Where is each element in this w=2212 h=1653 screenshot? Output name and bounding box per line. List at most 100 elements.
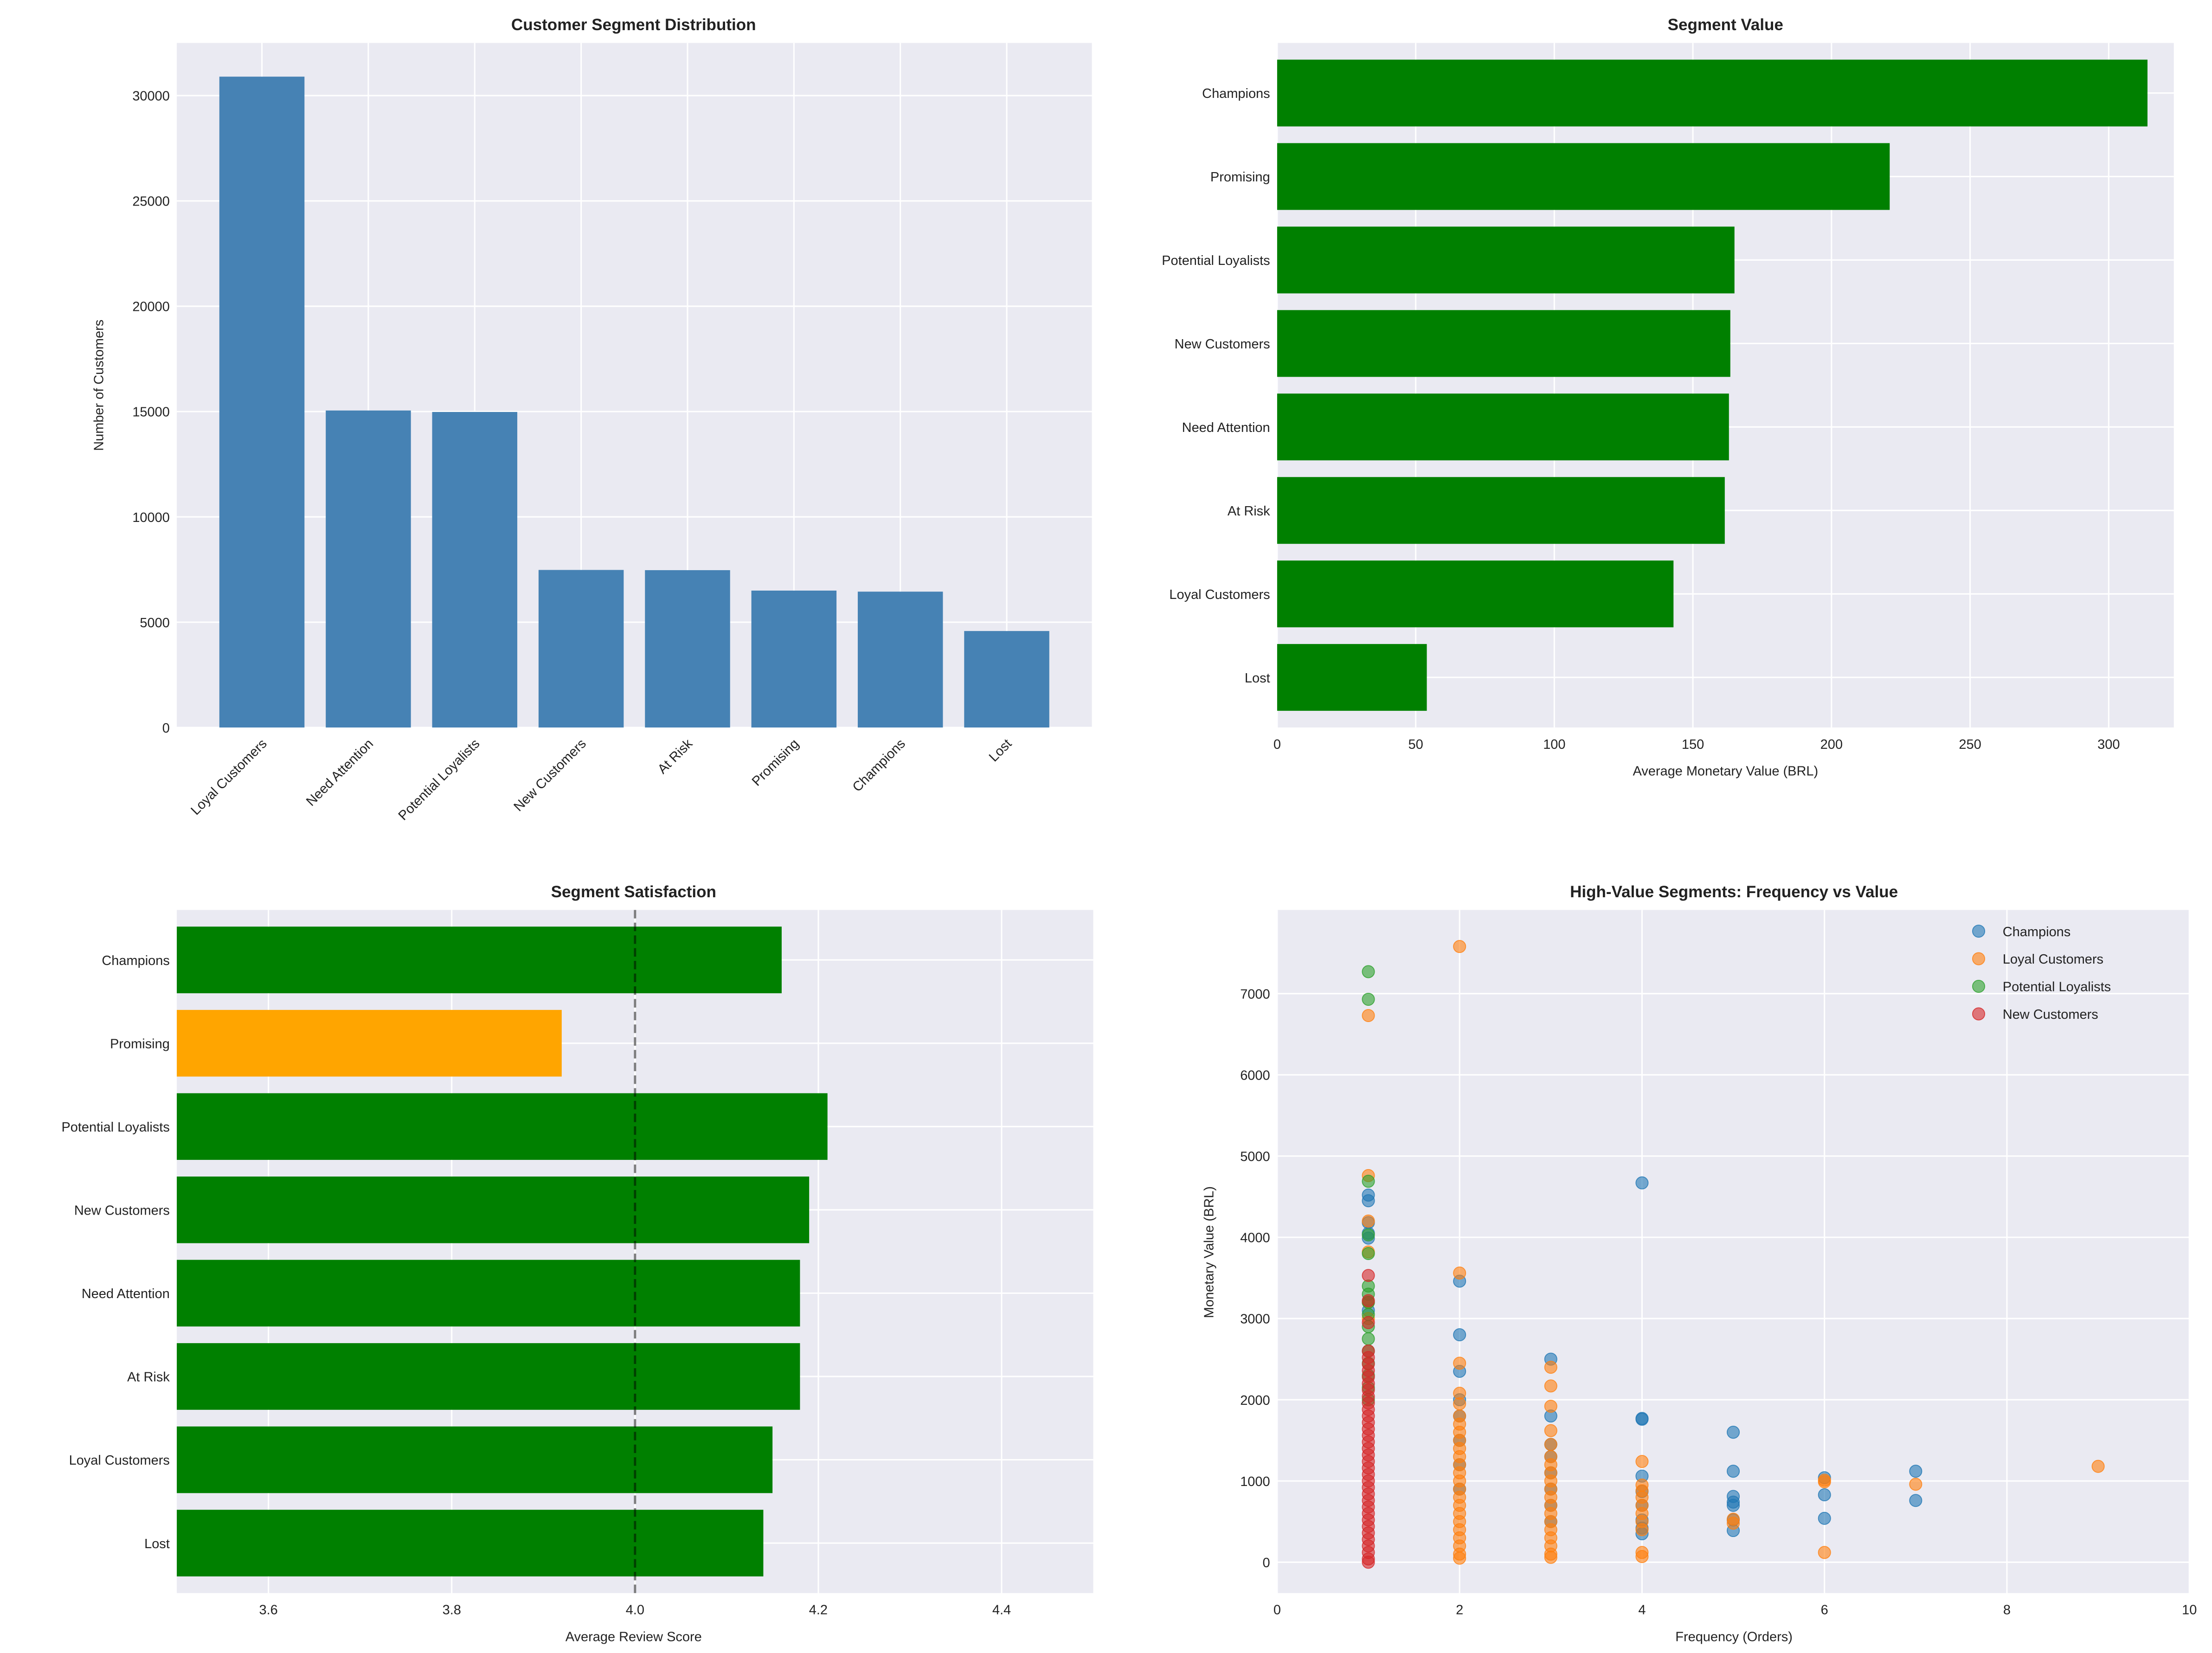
scatter-point	[1453, 940, 1466, 953]
y-tick-label: 25000	[132, 194, 170, 209]
scatter-point	[1727, 1517, 1740, 1530]
scatter-point	[1544, 1400, 1557, 1413]
segment-value-chart: 0 50 100 150 200 250 300 Champions Promising Pote…	[1162, 16, 2174, 779]
bar-promising	[1277, 143, 1890, 210]
bar-loyal-customers	[177, 1426, 773, 1493]
y-tick-label: 0	[162, 721, 170, 736]
x-tick-label: 4.2	[809, 1603, 828, 1618]
bar-loyal-customers	[219, 77, 305, 728]
y-tick-label: 5000	[140, 616, 169, 630]
plot-area: 0 50 100 150 200 250 300 Champions Promising Pote…	[1162, 43, 2174, 752]
x-tick-label: 3.6	[259, 1603, 277, 1618]
x-tick-label: 2	[1456, 1603, 1463, 1618]
scatter-point	[1909, 1478, 1923, 1491]
y-axis-label: Monetary Value (BRL)	[1202, 1186, 1217, 1318]
scatter-point	[1362, 1247, 1375, 1261]
y-tick-label: Loyal Customers	[1169, 587, 1270, 602]
y-tick-label: 5000	[1240, 1150, 1270, 1164]
scatter-point	[1362, 965, 1375, 978]
scatter-point	[1727, 1499, 1740, 1512]
y-axis-label: Number of Customers	[92, 320, 107, 451]
scatter-point	[1635, 1550, 1649, 1563]
bar-promising	[751, 590, 837, 728]
y-tick-label: New Customers	[1175, 337, 1270, 352]
scatter-point	[1362, 1294, 1375, 1307]
chart-title: High-Value Segments: Frequency vs Value	[1570, 883, 1898, 901]
y-tick-label: Lost	[1245, 671, 1270, 686]
scatter-point	[1362, 1194, 1375, 1208]
y-tick-label: Promising	[1210, 170, 1270, 185]
series-loyal-customers	[1362, 940, 2105, 1565]
scatter-point	[1818, 1511, 1831, 1525]
scatter-point	[1635, 1176, 1649, 1190]
x-axis-label: Average Review Score	[566, 1629, 702, 1644]
scatter-point	[1362, 1332, 1375, 1345]
frequency-vs-value-scatter: 0 2 4 6 8 10 0 1000 2000 3000 4000 5000 6000 7000 Hig…	[1202, 883, 2197, 1645]
legend-label: Champions	[2003, 925, 2071, 939]
scatter-point	[2091, 1460, 2105, 1473]
bar-at-risk	[177, 1343, 800, 1410]
scatter-point	[1362, 1269, 1375, 1282]
plot-background	[1277, 910, 2190, 1593]
y-tick-label: 3000	[1240, 1312, 1270, 1327]
bar-loyal-customers	[1277, 560, 1674, 628]
plot-background	[177, 43, 1092, 728]
legend-marker	[1972, 979, 1986, 993]
y-tick-label: 20000	[132, 300, 170, 315]
bar-potential-loyalists	[1277, 226, 1735, 294]
y-tick-label: Champions	[1202, 86, 1270, 101]
y-tick-label: 10000	[132, 510, 170, 525]
x-tick-label: 4	[1638, 1603, 1646, 1618]
bar-champions	[1277, 59, 2148, 127]
legend-label: Loyal Customers	[2003, 952, 2103, 967]
scatter-point	[1362, 1228, 1375, 1241]
bar-at-risk	[1277, 477, 1725, 544]
y-tick-label: Lost	[144, 1537, 170, 1551]
bar-new-customers	[538, 570, 624, 728]
legend-marker	[1972, 925, 1986, 938]
x-tick-label: 150	[1682, 737, 1704, 752]
x-tick-label: 8	[2003, 1603, 2011, 1618]
bar-new-customers	[1277, 310, 1730, 377]
scatter-point	[1453, 1357, 1466, 1370]
scatter-point	[1362, 1556, 1375, 1569]
x-tick-label: 3.8	[443, 1603, 461, 1618]
scatter-point	[1818, 1546, 1831, 1559]
legend-marker	[1972, 952, 1986, 965]
y-tick-label: 15000	[132, 405, 170, 420]
y-tick-label: At Risk	[1228, 504, 1270, 519]
x-axis-label: Average Monetary Value (BRL)	[1633, 764, 1818, 779]
scatter-point	[1544, 1424, 1557, 1437]
legend-label: Potential Loyalists	[2003, 980, 2111, 995]
scatter-point	[1453, 1397, 1466, 1410]
bar-potential-loyalists	[432, 412, 518, 728]
scatter-point	[1362, 1009, 1375, 1023]
scatter-point	[1727, 1465, 1740, 1478]
chart-title: Segment Satisfaction	[551, 883, 716, 901]
y-tick-label: 0	[1263, 1556, 1270, 1570]
plot-area: 0 2 4 6 8 10 0 1000 2000 3000 4000 5000 6000 7000	[1240, 910, 2197, 1618]
x-tick-label: 4.0	[626, 1603, 644, 1618]
scatter-point	[1544, 1550, 1557, 1564]
bar-lost	[1277, 644, 1427, 711]
legend-marker	[1972, 1007, 1986, 1021]
x-tick-label: 100	[1543, 737, 1565, 752]
scatter-point	[1453, 1266, 1466, 1280]
x-tick-label: 200	[1820, 737, 1843, 752]
scatter-point	[1909, 1494, 1923, 1507]
plot-area: 3.6 3.8 4.0 4.2 4.4 Champions Promising Potenti…	[61, 910, 1093, 1618]
y-tick-label: Loyal Customers	[69, 1453, 170, 1468]
x-tick-label: 0	[1273, 737, 1281, 752]
bar-promising	[177, 1010, 562, 1077]
scatter-point	[1362, 1175, 1375, 1188]
bar-champions	[857, 592, 943, 728]
y-tick-label: At Risk	[127, 1370, 170, 1385]
y-tick-label: Need Attention	[1182, 420, 1270, 435]
bar-lost	[177, 1510, 764, 1576]
series-new-customers	[1362, 1269, 1375, 1569]
bar-at-risk	[645, 570, 730, 728]
x-axis-label: Frequency (Orders)	[1675, 1629, 1793, 1644]
y-tick-label: Promising	[110, 1036, 170, 1051]
scatter-point	[1362, 992, 1375, 1006]
